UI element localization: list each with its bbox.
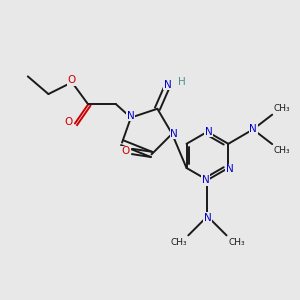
- Text: O: O: [68, 75, 76, 85]
- Text: N: N: [249, 124, 257, 134]
- Text: N: N: [226, 164, 234, 174]
- Text: CH₃: CH₃: [170, 238, 187, 247]
- Text: CH₃: CH₃: [274, 104, 290, 113]
- Text: N: N: [205, 127, 213, 137]
- Text: N: N: [170, 129, 178, 139]
- Text: CH₃: CH₃: [228, 238, 245, 247]
- Text: O: O: [64, 117, 73, 127]
- Text: O: O: [122, 146, 130, 157]
- Text: N: N: [202, 175, 210, 185]
- Text: N: N: [164, 80, 172, 90]
- Text: N: N: [127, 111, 135, 121]
- Text: CH₃: CH₃: [274, 146, 290, 154]
- Text: N: N: [203, 213, 211, 223]
- Text: H: H: [178, 77, 186, 87]
